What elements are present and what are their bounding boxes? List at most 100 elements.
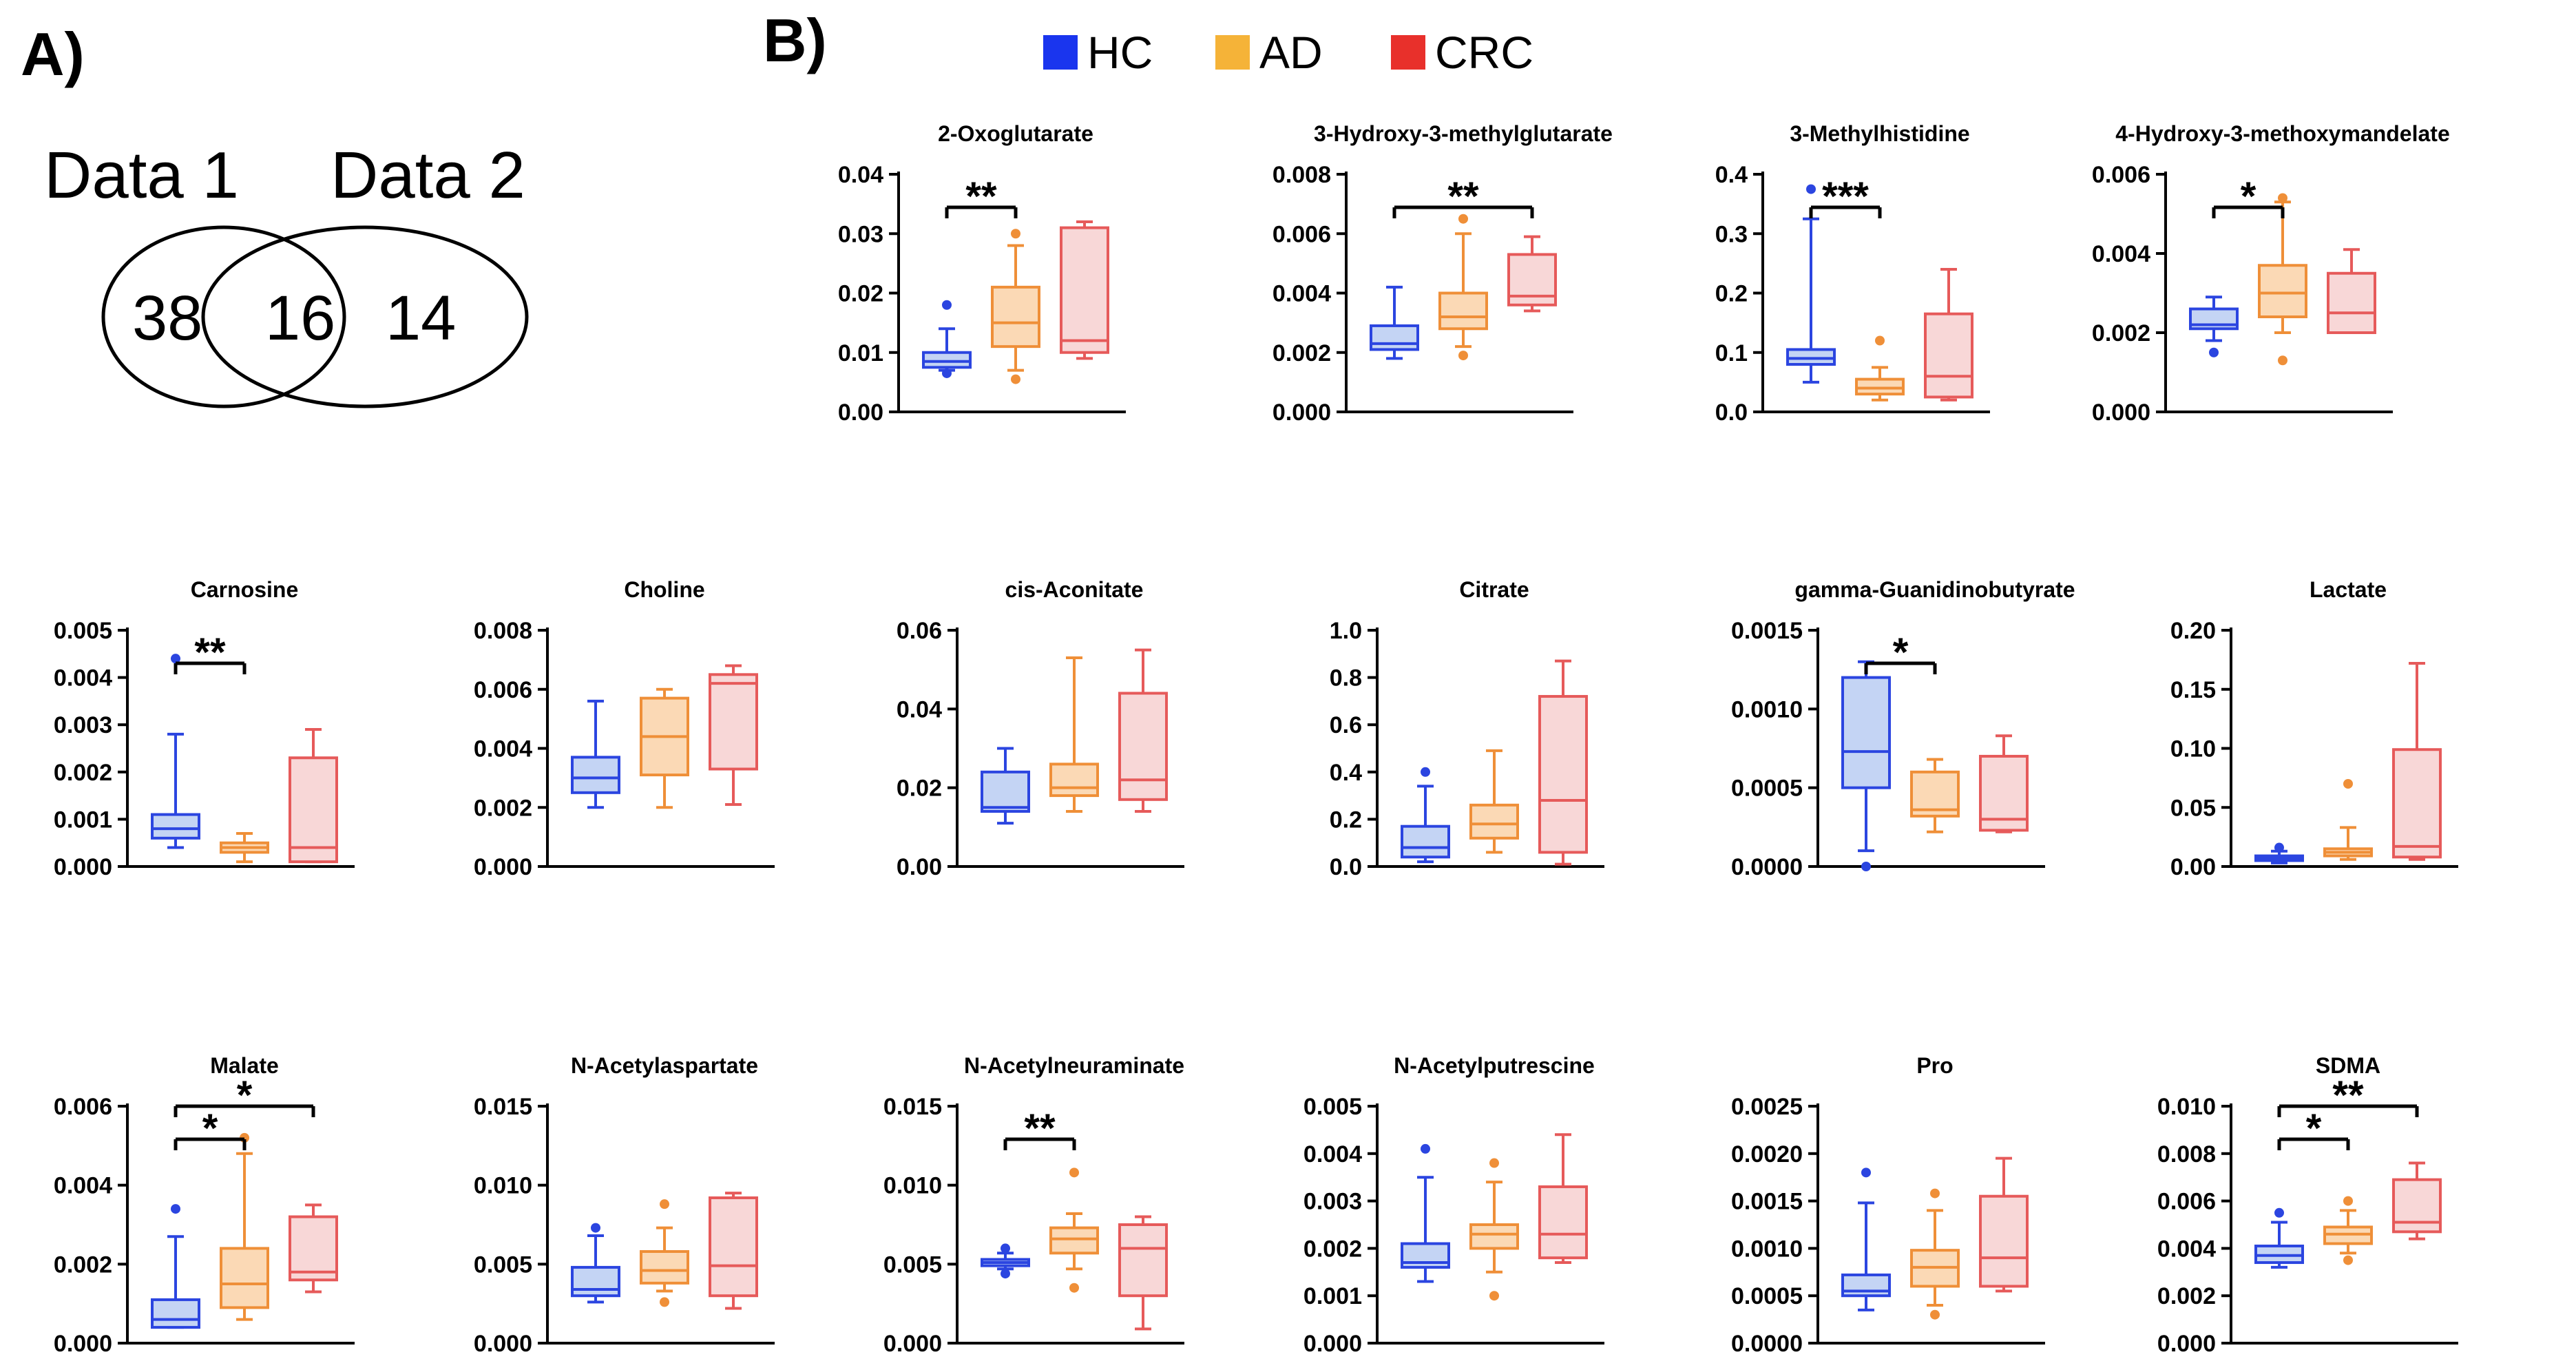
panel-13-tick-label-3: 0.003 xyxy=(1303,1189,1362,1215)
panel-12-tick-label-1: 0.005 xyxy=(883,1252,942,1278)
panel-0-hc-outlier-0 xyxy=(942,300,952,310)
panel-10-tick-label-3: 0.006 xyxy=(54,1094,112,1120)
panel-15-tick-label-2: 0.004 xyxy=(2157,1236,2216,1262)
panel-7-tick-label-3: 0.6 xyxy=(1330,712,1362,738)
panel-3-title: 4-Hydroxy-3-methoxymandelate xyxy=(2115,121,2449,146)
legend-label-crc: CRC xyxy=(1435,27,1533,78)
panel-11-tick-label-2: 0.010 xyxy=(474,1173,532,1199)
panel-15-tick-label-1: 0.002 xyxy=(2157,1283,2216,1309)
panel-11-ad-outlier-0 xyxy=(660,1199,669,1210)
panel-0-tick-label-3: 0.03 xyxy=(838,221,883,247)
panel-0-tick-label-4: 0.04 xyxy=(838,162,883,188)
panel-3-ad-outlier-1 xyxy=(2278,355,2287,366)
panel-1-title: 3-Hydroxy-3-methylglutarate xyxy=(1314,121,1613,146)
venn-right-ellipse xyxy=(201,225,529,408)
panel-2-tick-label-2: 0.2 xyxy=(1715,281,1748,307)
panel-7-tick-label-0: 0.0 xyxy=(1330,854,1362,880)
panel-14-tick-label-4: 0.0020 xyxy=(1731,1141,1803,1167)
panel-9-tick-label-3: 0.15 xyxy=(2170,677,2216,703)
panel-13-tick-label-2: 0.002 xyxy=(1303,1236,1362,1262)
legend-swatch-ad xyxy=(1215,35,1250,70)
panel-11-crc-box xyxy=(709,1196,758,1298)
panel-15-tick-label-0: 0.000 xyxy=(2157,1331,2216,1357)
panel-4-crc-box xyxy=(289,756,338,864)
panel-6-tick-label-0: 0.00 xyxy=(897,854,942,880)
panel-2-ad-box xyxy=(1855,377,1905,396)
legend-item-crc: CRC xyxy=(1391,26,1533,79)
panel-1-tick-label-0: 0.000 xyxy=(1273,399,1331,426)
panel-10-tick-label-2: 0.004 xyxy=(54,1173,112,1199)
panel-10-ad-box xyxy=(220,1247,269,1309)
panel-2-ad-outlier-0 xyxy=(1875,335,1885,346)
panel-8-tick-label-2: 0.0010 xyxy=(1731,696,1803,723)
panel-12-tick-label-3: 0.015 xyxy=(883,1094,942,1120)
panel-9-crc-box xyxy=(2392,748,2442,859)
panel-0-hc-box xyxy=(922,351,972,369)
panel-4-sig-0-label: ** xyxy=(194,630,226,675)
panel-3-ad-outlier-0 xyxy=(2278,193,2287,203)
panel-8-hc-outlier-0 xyxy=(1861,862,1871,871)
panel-10-hc-outlier-0 xyxy=(171,1204,180,1214)
panel-14-hc-box xyxy=(1841,1273,1891,1298)
panel-14-crc-box xyxy=(1979,1194,2029,1288)
panel-0-title: 2-Oxoglutarate xyxy=(938,121,1093,146)
venn-diagram xyxy=(101,225,529,408)
panel-4-tick-label-2: 0.002 xyxy=(54,760,112,786)
panel-14-tick-label-1: 0.0005 xyxy=(1731,1283,1803,1309)
panel-14-tick-label-3: 0.0015 xyxy=(1731,1189,1803,1215)
panel-13-title: N-Acetylputrescine xyxy=(1394,1053,1595,1078)
panel-14-ad-outlier-1 xyxy=(1930,1309,1940,1320)
panel-3-ad-box xyxy=(2258,264,2307,318)
panel-6-crc-box xyxy=(1118,692,1168,801)
panel-15-sig-1-label: ** xyxy=(2332,1073,2364,1118)
panel-0-tick-label-0: 0.00 xyxy=(838,399,883,426)
panel-13-tick-label-5: 0.005 xyxy=(1303,1094,1362,1120)
panel-11-ad-box xyxy=(640,1249,689,1285)
panel-2-hc-outlier-0 xyxy=(1806,184,1816,194)
panel-1-hc-box xyxy=(1370,324,1419,351)
panel-4-tick-label-3: 0.003 xyxy=(54,712,112,738)
panel-6-tick-label-3: 0.06 xyxy=(897,618,942,644)
panel-3-tick-label-2: 0.004 xyxy=(2092,241,2150,267)
legend-label-hc: HC xyxy=(1087,27,1153,78)
panel-5-tick-label-2: 0.004 xyxy=(474,736,532,762)
panel-0-ad-outlier-0 xyxy=(1011,229,1020,239)
panel-1-ad-outlier-0 xyxy=(1458,214,1468,224)
panel-0-tick-label-1: 0.01 xyxy=(838,340,883,366)
panel-8-title: gamma-Guanidinobutyrate xyxy=(1794,577,2075,602)
panel-10-sig-0-label: * xyxy=(202,1106,218,1151)
panel-9-ad-outlier-0 xyxy=(2343,778,2353,789)
panel-15-title: SDMA xyxy=(2316,1053,2380,1078)
panel-2-tick-label-3: 0.3 xyxy=(1715,221,1748,247)
panel-10-hc-box xyxy=(151,1298,200,1329)
panel-8-hc-box xyxy=(1841,676,1891,789)
panel-9-title: Lactate xyxy=(2310,577,2387,602)
panel-14-hc-outlier-0 xyxy=(1861,1167,1871,1178)
panel-3-crc-box xyxy=(2327,271,2376,334)
panel-0-ad-outlier-1 xyxy=(1011,374,1020,384)
panel-15-tick-label-3: 0.006 xyxy=(2157,1189,2216,1215)
panel-11-ad-outlier-1 xyxy=(660,1297,669,1307)
panel-12-ad-box xyxy=(1049,1226,1099,1255)
venn-overlap-count: 16 xyxy=(265,283,336,353)
panel-10-crc-box xyxy=(289,1215,338,1282)
panel-8-tick-label-3: 0.0015 xyxy=(1731,618,1803,644)
panel-1-sig-0-label: ** xyxy=(1447,174,1479,219)
panel-4-title: Carnosine xyxy=(191,577,298,602)
panel-12-tick-label-2: 0.010 xyxy=(883,1173,942,1199)
panel-5-tick-label-4: 0.008 xyxy=(474,618,532,644)
panel-5-crc-box xyxy=(709,673,758,771)
panel-9-tick-label-2: 0.10 xyxy=(2170,736,2216,762)
panel-6-tick-label-1: 0.02 xyxy=(897,776,942,802)
panel-3-sig-0-label: * xyxy=(2241,174,2256,219)
panel-8-tick-label-0: 0.0000 xyxy=(1731,854,1803,880)
panel-9-tick-label-1: 0.05 xyxy=(2170,795,2216,821)
panel-5-hc-box xyxy=(571,756,620,794)
panel-5-tick-label-1: 0.002 xyxy=(474,795,532,821)
panel-2-tick-label-1: 0.1 xyxy=(1715,340,1748,366)
panel-3-tick-label-1: 0.002 xyxy=(2092,320,2150,346)
legend-item-hc: HC xyxy=(1043,26,1153,79)
venn-right-title: Data 2 xyxy=(331,138,525,212)
